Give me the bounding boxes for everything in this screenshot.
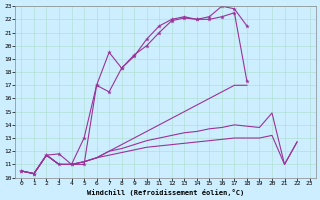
X-axis label: Windchill (Refroidissement éolien,°C): Windchill (Refroidissement éolien,°C) bbox=[87, 189, 244, 196]
